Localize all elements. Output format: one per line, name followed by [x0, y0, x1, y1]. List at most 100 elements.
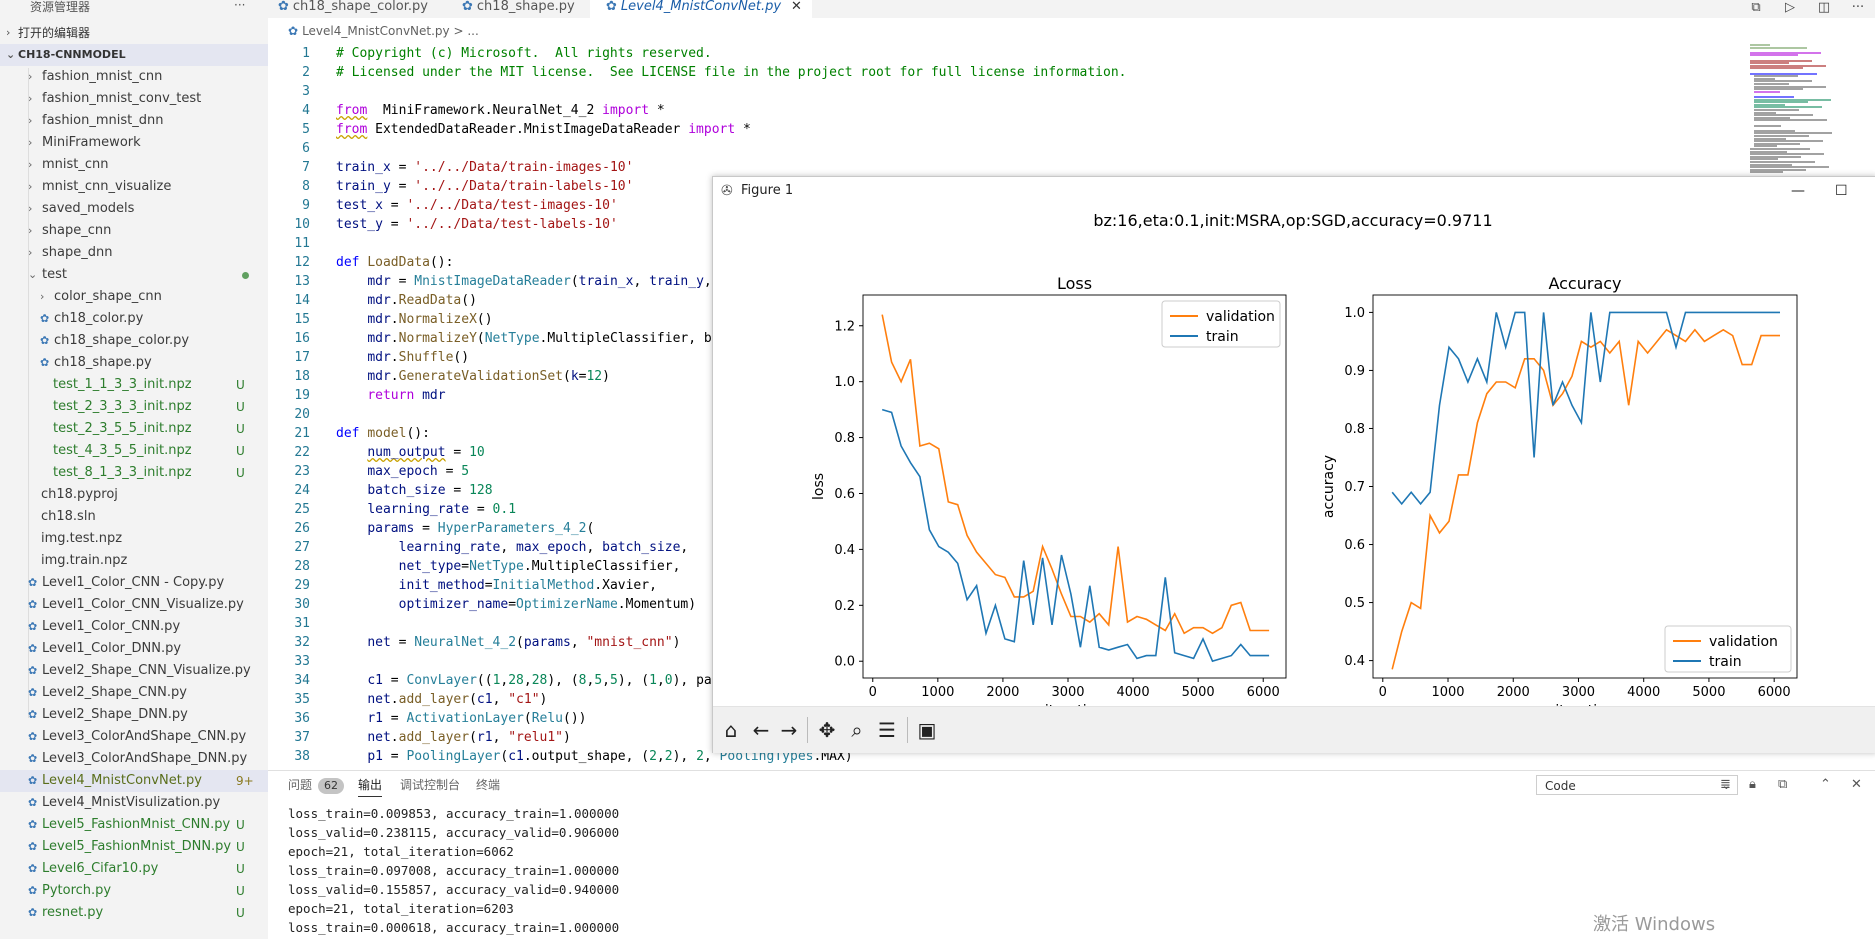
code-line[interactable]: 15 mdr.NormalizeX() — [268, 310, 1738, 329]
tab-ch18-shape-color[interactable]: ✿ ch18_shape_color.py — [278, 0, 428, 18]
code-line[interactable]: 19 return mdr — [268, 386, 1738, 405]
tree-file-19[interactable]: ch18.pyproj — [0, 484, 268, 506]
code-editor[interactable]: 1 # Copyright (c) Microsoft. All rights r… — [268, 44, 1738, 764]
tree-folder-5[interactable]: › mnist_cnn_visualize — [0, 176, 268, 198]
tab-problems[interactable]: 问题 62 — [288, 776, 345, 796]
code-line[interactable]: 3 — [268, 82, 1738, 101]
tree-file-14[interactable]: test_1_1_3_3_init.npz U — [0, 374, 268, 396]
close-icon[interactable]: ✕ — [791, 0, 802, 14]
code-line[interactable]: 12 def LoadData(): — [268, 253, 1738, 272]
output-channel-select[interactable]: Code ⌄ — [1536, 775, 1738, 795]
code-line[interactable]: 25 learning_rate = 0.1 — [268, 500, 1738, 519]
tree-file-25[interactable]: ✿ Level1_Color_CNN.py — [0, 616, 268, 638]
code-line[interactable]: 8 train_y = '../../Data/train-labels-10' — [268, 177, 1738, 196]
code-line[interactable]: 28 net_type=NetType.MultipleClassifier, — [268, 557, 1738, 576]
code-line[interactable]: 11 — [268, 234, 1738, 253]
minimize-icon[interactable]: — — [1791, 183, 1805, 199]
forward-icon[interactable]: → — [780, 718, 798, 742]
lock-icon[interactable]: 🔒︎ — [1749, 777, 1756, 792]
tab-output[interactable]: 输出 — [358, 776, 383, 797]
tree-file-33[interactable]: ✿ Level4_MnistVisulization.py — [0, 792, 268, 814]
code-line[interactable]: 32 net = NeuralNet_4_2(params, "mnist_cn… — [268, 633, 1738, 652]
code-line[interactable]: 20 — [268, 405, 1738, 424]
breadcrumb[interactable]: ✿ Level4_MnistConvNet.py > ... — [288, 24, 479, 38]
tree-file-36[interactable]: ✿ Level6_Cifar10.py U — [0, 858, 268, 880]
tree-file-20[interactable]: ch18.sln — [0, 506, 268, 528]
tab-debug-console[interactable]: 调试控制台 — [400, 776, 460, 796]
tree-file-31[interactable]: ✿ Level3_ColorAndShape_DNN.py — [0, 748, 268, 770]
tree-file-15[interactable]: test_2_3_3_3_init.npz U — [0, 396, 268, 418]
tree-file-24[interactable]: ✿ Level1_Color_CNN_Visualize.py — [0, 594, 268, 616]
figure-titlebar[interactable]: ✇ Figure 1 — ☐ — [713, 177, 1875, 205]
tab-level4-mnistconvnet[interactable]: ✿ Level4_MnistConvNet.py ✕ — [590, 0, 812, 18]
code-line[interactable]: 35 net.add_layer(c1, "c1") — [268, 690, 1738, 709]
tree-folder-8[interactable]: › shape_dnn — [0, 242, 268, 264]
code-line[interactable]: 34 c1 = ConvLayer((1,28,28), (8,5,5), (1… — [268, 671, 1738, 690]
tree-file-37[interactable]: ✿ Pytorch.py U — [0, 880, 268, 902]
split-editor-icon[interactable]: ◫ — [1817, 0, 1831, 15]
tree-folder-9[interactable]: ⌄ test — [0, 264, 268, 286]
code-line[interactable]: 14 mdr.ReadData() — [268, 291, 1738, 310]
tree-file-34[interactable]: ✿ Level5_FashionMnist_CNN.py U — [0, 814, 268, 836]
home-icon[interactable]: ⌂ — [724, 718, 738, 742]
more-actions-icon[interactable]: ··· — [1851, 0, 1865, 15]
tree-file-35[interactable]: ✿ Level5_FashionMnist_DNN.py U — [0, 836, 268, 858]
figure-canvas[interactable]: bz:16,eta:0.1,init:MSRA,op:SGD,accuracy=… — [713, 205, 1875, 719]
tree-folder-3[interactable]: › MiniFramework — [0, 132, 268, 154]
code-line[interactable]: 21 def model(): — [268, 424, 1738, 443]
tree-file-18[interactable]: test_8_1_3_3_init.npz U — [0, 462, 268, 484]
tab-terminal[interactable]: 终端 — [476, 776, 500, 796]
configure-icon[interactable]: ☰ — [878, 718, 896, 742]
tree-file-26[interactable]: ✿ Level1_Color_DNN.py — [0, 638, 268, 660]
tree-file-17[interactable]: test_4_3_5_5_init.npz U — [0, 440, 268, 462]
code-line[interactable]: 9 test_x = '../../Data/test-images-10' — [268, 196, 1738, 215]
code-line[interactable]: 27 learning_rate, max_epoch, batch_size, — [268, 538, 1738, 557]
code-line[interactable]: 36 r1 = ActivationLayer(Relu()) — [268, 709, 1738, 728]
run-icon[interactable]: ▷ — [1785, 0, 1795, 15]
code-line[interactable]: 7 train_x = '../../Data/train-images-10' — [268, 158, 1738, 177]
save-icon[interactable]: ▣ — [917, 718, 937, 742]
close-icon[interactable]: ✕ — [1851, 777, 1862, 792]
tree-file-12[interactable]: ✿ ch18_shape_color.py — [0, 330, 268, 352]
tree-file-27[interactable]: ✿ Level2_Shape_CNN_Visualize.py — [0, 660, 268, 682]
tree-file-21[interactable]: img.test.npz — [0, 528, 268, 550]
compare-icon[interactable]: ⧉ — [1751, 0, 1761, 15]
tree-folder-7[interactable]: › shape_cnn — [0, 220, 268, 242]
code-line[interactable]: 29 init_method=InitialMethod.Xavier, — [268, 576, 1738, 595]
code-line[interactable]: 17 mdr.Shuffle() — [268, 348, 1738, 367]
tree-file-13[interactable]: ✿ ch18_shape.py — [0, 352, 268, 374]
minimap[interactable] — [1750, 44, 1860, 184]
tree-file-32[interactable]: ✿ Level4_MnistConvNet.py 9+ — [0, 770, 268, 792]
tree-folder-1[interactable]: › fashion_mnist_conv_test — [0, 88, 268, 110]
code-line[interactable]: 10 test_y = '../../Data/test-labels-10' — [268, 215, 1738, 234]
code-line[interactable]: 23 max_epoch = 5 — [268, 462, 1738, 481]
open-editor-icon[interactable]: ⧉ — [1778, 777, 1788, 792]
code-line[interactable]: 31 — [268, 614, 1738, 633]
code-line[interactable]: 4 from MiniFramework.NeuralNet_4_2 import… — [268, 101, 1738, 120]
code-line[interactable]: 5 from ExtendedDataReader.MnistImageDataR… — [268, 120, 1738, 139]
code-line[interactable]: 2 # Licensed under the MIT license. See L… — [268, 63, 1738, 82]
clear-output-icon[interactable]: ≣ — [1720, 777, 1731, 792]
tree-file-29[interactable]: ✿ Level2_Shape_DNN.py — [0, 704, 268, 726]
zoom-icon[interactable]: ⌕ — [851, 718, 863, 742]
code-line[interactable]: 6 — [268, 139, 1738, 158]
tree-file-11[interactable]: ✿ ch18_color.py — [0, 308, 268, 330]
more-actions-icon[interactable]: ··· — [234, 0, 246, 12]
code-line[interactable]: 1 # Copyright (c) Microsoft. All rights r… — [268, 44, 1738, 63]
code-line[interactable]: 22 num_output = 10 — [268, 443, 1738, 462]
tree-folder-6[interactable]: › saved_models — [0, 198, 268, 220]
chevron-up-icon[interactable]: ⌃ — [1820, 777, 1831, 792]
tree-file-28[interactable]: ✿ Level2_Shape_CNN.py — [0, 682, 268, 704]
tree-file-22[interactable]: img.train.npz — [0, 550, 268, 572]
maximize-icon[interactable]: ☐ — [1835, 183, 1848, 199]
tree-folder-4[interactable]: › mnist_cnn — [0, 154, 268, 176]
tree-file-23[interactable]: ✿ Level1_Color_CNN - Copy.py — [0, 572, 268, 594]
project-section[interactable]: ⌄ CH18-CNNMODEL — [0, 44, 268, 66]
code-line[interactable]: 33 — [268, 652, 1738, 671]
tree-folder-2[interactable]: › fashion_mnist_dnn — [0, 110, 268, 132]
code-line[interactable]: 26 params = HyperParameters_4_2( — [268, 519, 1738, 538]
back-icon[interactable]: ← — [752, 718, 770, 742]
code-line[interactable]: 18 mdr.GenerateValidationSet(k=12) — [268, 367, 1738, 386]
pan-icon[interactable]: ✥ — [818, 718, 836, 742]
open-editors-section[interactable]: › 打开的编辑器 — [0, 22, 268, 44]
